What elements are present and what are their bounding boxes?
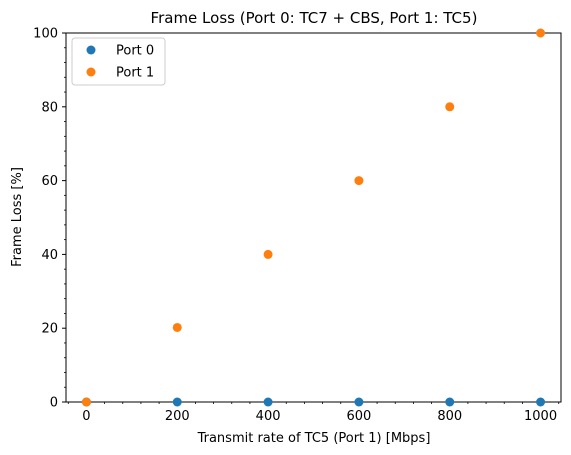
series-1-point — [82, 398, 91, 407]
x-tick-label: 1000 — [524, 409, 557, 424]
x-tick-label: 0 — [82, 409, 90, 424]
x-axis-label: Transmit rate of TC5 (Port 1) [Mbps] — [197, 431, 431, 446]
y-tick-label: 100 — [33, 27, 58, 42]
series-1-point — [264, 250, 273, 259]
y-tick-label: 20 — [41, 322, 58, 337]
y-tick-label: 0 — [50, 396, 58, 411]
series-1-point — [354, 176, 363, 185]
x-tick-label: 400 — [256, 409, 281, 424]
chart-title: Frame Loss (Port 0: TC7 + CBS, Port 1: T… — [151, 9, 478, 27]
series-1-point — [536, 29, 545, 38]
legend-marker-0 — [87, 46, 96, 55]
series-0-point — [173, 398, 182, 407]
series-0-point — [536, 398, 545, 407]
series-1-point — [445, 102, 454, 111]
series-0-point — [264, 398, 273, 407]
x-tick-label: 200 — [165, 409, 190, 424]
y-axis-label: Frame Loss [%] — [10, 167, 25, 267]
series-0-point — [445, 398, 454, 407]
x-tick-label: 800 — [437, 409, 462, 424]
legend-label-0: Port 0 — [116, 44, 154, 59]
y-tick-label: 60 — [41, 174, 58, 189]
legend-label-1: Port 1 — [116, 66, 154, 81]
legend-marker-1 — [87, 68, 96, 77]
x-tick-label: 600 — [346, 409, 371, 424]
y-tick-label: 40 — [41, 248, 58, 263]
series-1-point — [173, 323, 182, 332]
series-0-point — [354, 398, 363, 407]
legend: Port 0 Port 1 — [72, 38, 165, 85]
y-tick-label: 80 — [41, 100, 58, 115]
